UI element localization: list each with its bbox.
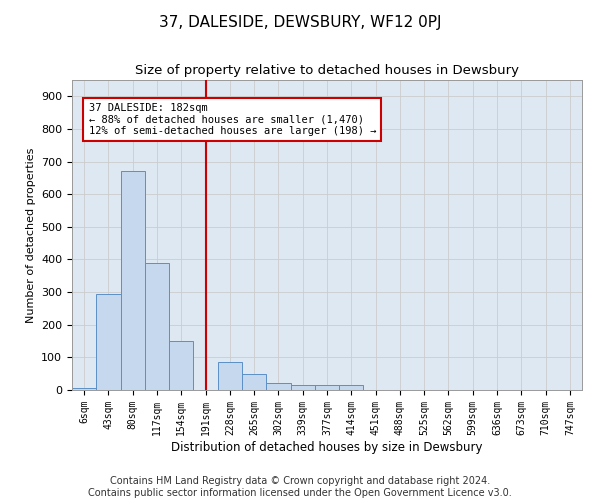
Bar xyxy=(218,362,242,390)
Text: 37, DALESIDE, DEWSBURY, WF12 0PJ: 37, DALESIDE, DEWSBURY, WF12 0PJ xyxy=(159,15,441,30)
Bar xyxy=(145,262,169,390)
Bar xyxy=(72,388,96,390)
X-axis label: Distribution of detached houses by size in Dewsbury: Distribution of detached houses by size … xyxy=(171,440,483,454)
Bar xyxy=(96,294,121,390)
Title: Size of property relative to detached houses in Dewsbury: Size of property relative to detached ho… xyxy=(135,64,519,78)
Bar xyxy=(169,341,193,390)
Bar xyxy=(339,385,364,390)
Text: 37 DALESIDE: 182sqm
← 88% of detached houses are smaller (1,470)
12% of semi-det: 37 DALESIDE: 182sqm ← 88% of detached ho… xyxy=(89,103,376,136)
Y-axis label: Number of detached properties: Number of detached properties xyxy=(26,148,35,322)
Bar xyxy=(315,385,339,390)
Bar xyxy=(242,374,266,390)
Bar xyxy=(290,385,315,390)
Bar xyxy=(266,383,290,390)
Bar xyxy=(121,172,145,390)
Text: Contains HM Land Registry data © Crown copyright and database right 2024.
Contai: Contains HM Land Registry data © Crown c… xyxy=(88,476,512,498)
